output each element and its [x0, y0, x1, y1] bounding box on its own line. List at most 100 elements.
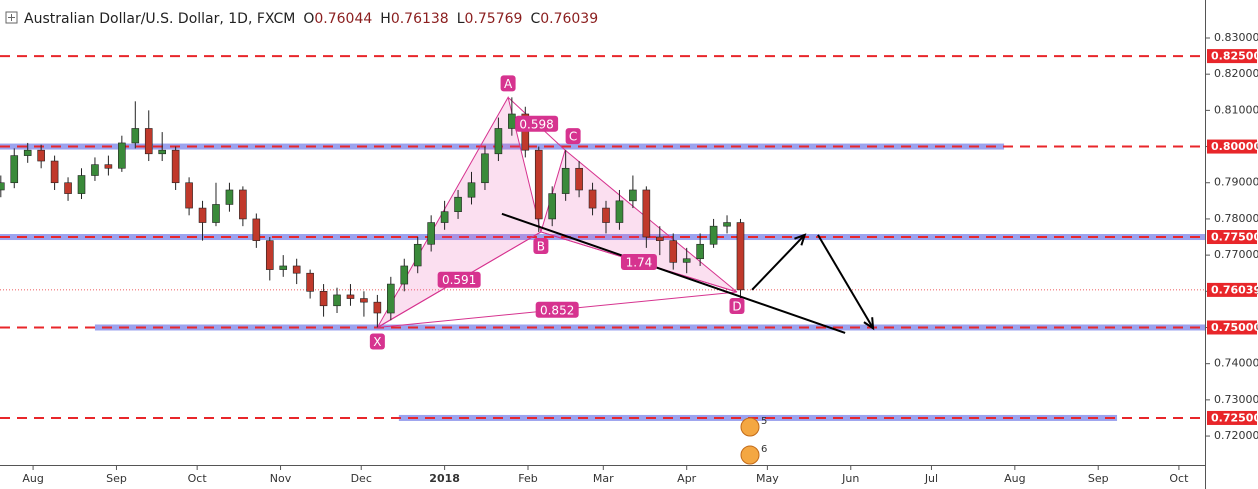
price-label-box	[1207, 230, 1257, 245]
pattern-point-label-box	[565, 128, 581, 145]
candle-body	[198, 207, 207, 223]
candle-body	[696, 243, 704, 260]
candle-body	[360, 298, 368, 303]
pattern-point-label-box	[369, 333, 385, 350]
candle-body	[77, 175, 86, 194]
y-tick-label: 0.78000	[1214, 212, 1258, 225]
chart-header: Australian Dollar/U.S. Dollar, 1D, FXCM O…	[24, 11, 598, 27]
chart-title: Australian Dollar/U.S. Dollar, 1D, FXCM	[24, 11, 295, 27]
candle-body	[602, 207, 610, 223]
price-label: 0.75000	[1211, 321, 1258, 334]
candle-body	[212, 204, 220, 223]
candle-body	[37, 149, 45, 162]
candle-body	[292, 265, 301, 274]
pattern-ratio-box	[535, 301, 579, 318]
event-count: 6	[761, 444, 767, 455]
pattern-ratio: 0.598	[519, 117, 553, 131]
ohlc-value: 0.76138	[391, 11, 449, 27]
price-label-box	[1207, 139, 1257, 154]
candle-body	[548, 193, 557, 220]
plot-area: 0.591 0.598 1.74 0.852 X A B C D	[0, 55, 1206, 421]
candle-body	[467, 182, 476, 198]
pattern-point-label: D	[732, 300, 741, 314]
y-tick-label: 0.82000	[1214, 67, 1258, 80]
candle-body	[131, 128, 140, 144]
y-tick-label: 0.79000	[1214, 176, 1258, 189]
candle-body	[373, 301, 382, 314]
candle-body	[655, 236, 664, 241]
x-tick-label: Nov	[270, 472, 292, 485]
candle-body	[185, 182, 193, 209]
pattern-ratio: 0.852	[540, 303, 574, 317]
ohlc-value: 0.76044	[314, 11, 372, 27]
x-tick-label: Apr	[677, 472, 697, 485]
candle-body	[265, 240, 274, 270]
candle-body	[427, 222, 435, 245]
candle-body	[319, 291, 328, 307]
candle-body	[10, 155, 19, 184]
candle-body	[642, 189, 651, 238]
projection-arrow	[817, 234, 874, 329]
candle-body	[64, 182, 72, 194]
arrow-head	[794, 233, 807, 246]
collapse-icon[interactable]	[5, 11, 18, 24]
event-icon[interactable]	[740, 417, 760, 437]
y-tick-label: 0.81000	[1214, 103, 1258, 116]
x-tick-label: Aug	[22, 472, 43, 485]
candle-body	[91, 164, 99, 176]
ohlc-value: 0.75769	[465, 11, 523, 27]
ohlc-value: 0.76039	[540, 11, 598, 27]
candle-body	[736, 222, 745, 291]
candle-body	[669, 240, 678, 263]
pattern-point-label: X	[373, 335, 381, 349]
pattern-point-label: A	[504, 77, 513, 91]
candle-body	[521, 113, 530, 151]
candle-body	[333, 294, 341, 307]
candle-body	[171, 149, 180, 184]
x-tick-label: Sep	[1088, 472, 1109, 485]
candle-body	[144, 128, 153, 155]
price-label: 0.77500	[1211, 231, 1258, 244]
candle-body	[561, 167, 570, 194]
candle-body	[118, 142, 126, 169]
x-tick-label: Aug	[1004, 472, 1025, 485]
y-tick-label: 0.83000	[1214, 31, 1258, 44]
x-tick-label: Oct	[188, 472, 208, 485]
candle-body	[534, 149, 543, 220]
projection-arrow	[751, 234, 806, 291]
ohlc-key: C	[530, 11, 540, 27]
price-label: 0.76039	[1211, 283, 1258, 296]
candle-body	[588, 189, 597, 209]
y-tick-label: 0.73000	[1214, 393, 1258, 406]
price-label: 0.72500	[1211, 411, 1258, 424]
arrow-head	[863, 317, 875, 331]
candle-body	[440, 211, 449, 223]
x-tick-label: Jul	[924, 472, 938, 485]
pattern-ratio: 0.591	[442, 273, 476, 287]
candle-body	[413, 243, 422, 267]
x-tick-label: Feb	[518, 472, 537, 485]
pattern-point-label: C	[569, 130, 577, 144]
candle-body	[709, 225, 718, 245]
pattern-ratio-box	[515, 115, 559, 132]
candle-body	[387, 283, 395, 314]
price-label-box	[1207, 49, 1257, 64]
candle-body	[508, 113, 516, 129]
candle-body	[252, 218, 261, 241]
pattern-point-label-box	[500, 75, 516, 92]
trend-line	[501, 212, 846, 334]
candle-body	[481, 153, 489, 184]
pattern-ratio: 1.74	[626, 255, 653, 269]
candle-body	[454, 196, 462, 212]
price-label-box	[1207, 410, 1257, 425]
candle-body	[629, 189, 637, 202]
x-tick-label: Mar	[593, 472, 614, 485]
event-icon[interactable]	[740, 445, 760, 465]
y-tick-label: 0.77000	[1214, 248, 1258, 261]
candle-body	[400, 265, 409, 285]
candle-body	[306, 272, 314, 292]
price-label: 0.82500	[1211, 50, 1258, 63]
pattern-point-label: B	[537, 239, 545, 253]
